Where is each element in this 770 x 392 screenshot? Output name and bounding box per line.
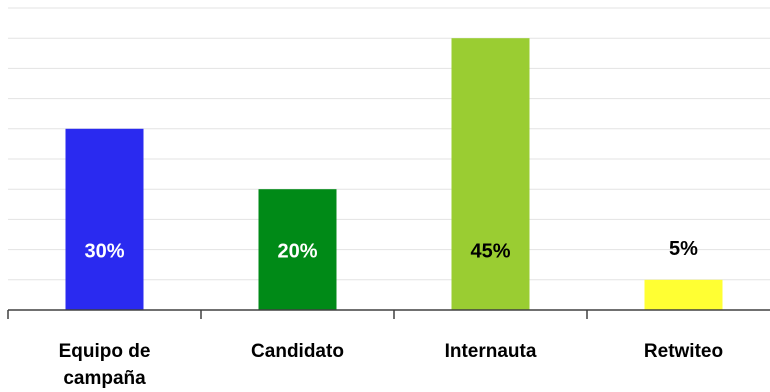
bars <box>65 38 723 310</box>
value-labels: 30% 20% 45% 5% <box>84 238 698 262</box>
value-label: 5% <box>669 238 698 260</box>
x-axis-ticks <box>7 310 588 319</box>
category-label: Equipo de <box>59 341 151 362</box>
category-label: Internauta <box>445 341 537 362</box>
value-label: 20% <box>277 240 317 262</box>
value-label: 30% <box>84 240 124 262</box>
value-label: 45% <box>470 240 510 262</box>
category-labels: Equipo de campaña Candidato Internauta Retwi… <box>59 341 724 389</box>
bar <box>258 189 337 310</box>
category-label: campaña <box>63 368 146 389</box>
bar <box>644 279 723 310</box>
bar <box>451 38 530 310</box>
category-label: Candidato <box>251 341 344 362</box>
category-label: Retwiteo <box>644 341 723 362</box>
bar <box>65 128 144 310</box>
